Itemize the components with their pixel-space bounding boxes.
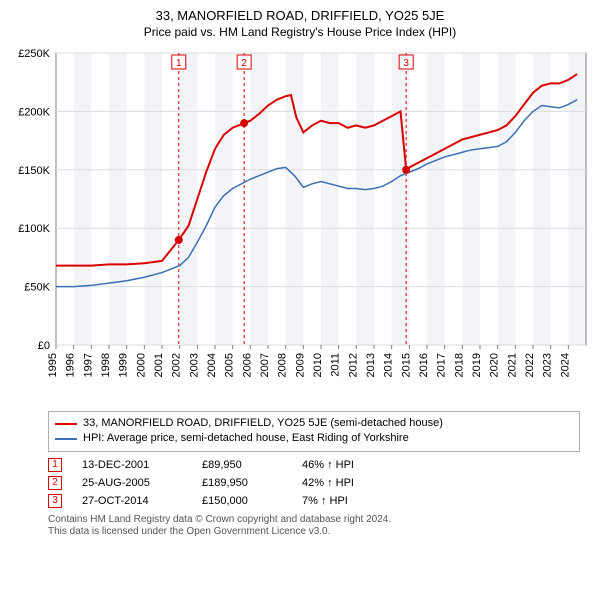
event-date: 13-DEC-2001 [82, 459, 182, 471]
footnote-line: This data is licensed under the Open Gov… [48, 526, 580, 538]
svg-text:2005: 2005 [224, 353, 236, 377]
svg-text:2009: 2009 [294, 353, 306, 377]
svg-text:£0: £0 [38, 340, 50, 352]
svg-text:1999: 1999 [118, 353, 130, 377]
svg-text:2024: 2024 [559, 353, 571, 377]
event-date: 25-AUG-2005 [82, 477, 182, 489]
svg-text:2012: 2012 [347, 353, 359, 377]
svg-text:1996: 1996 [65, 353, 77, 377]
event-delta: 42% ↑ HPI [302, 477, 382, 489]
event-row: 3 27-OCT-2014 £150,000 7% ↑ HPI [48, 492, 580, 510]
chart-svg: £0 £50K £100K £150K £200K £250K 1995 1996 1997 19… [10, 45, 590, 405]
legend-swatch [55, 423, 77, 425]
svg-text:2020: 2020 [489, 353, 501, 377]
svg-text:2022: 2022 [524, 353, 536, 377]
svg-text:£50K: £50K [24, 282, 50, 294]
svg-text:2006: 2006 [241, 353, 253, 377]
legend-label: HPI: Average price, semi-detached house,… [83, 431, 409, 446]
event-delta: 46% ↑ HPI [302, 459, 382, 471]
svg-text:2021: 2021 [506, 353, 518, 377]
event-marker: 2 [48, 476, 62, 490]
legend-row: HPI: Average price, semi-detached house,… [55, 431, 573, 446]
svg-text:2004: 2004 [206, 353, 218, 377]
footnote-line: Contains HM Land Registry data © Crown c… [48, 514, 580, 526]
legend-label: 33, MANORFIELD ROAD, DRIFFIELD, YO25 5JE… [83, 416, 443, 431]
event-row: 2 25-AUG-2005 £189,950 42% ↑ HPI [48, 474, 580, 492]
svg-text:2013: 2013 [365, 353, 377, 377]
svg-text:2023: 2023 [542, 353, 554, 377]
svg-text:2001: 2001 [153, 353, 165, 377]
legend: 33, MANORFIELD ROAD, DRIFFIELD, YO25 5JE… [48, 411, 580, 452]
chart-title: 33, MANORFIELD ROAD, DRIFFIELD, YO25 5JE [10, 8, 590, 23]
svg-text:1: 1 [176, 58, 182, 69]
svg-text:1997: 1997 [82, 353, 94, 377]
event-delta: 7% ↑ HPI [302, 495, 382, 507]
svg-text:£150K: £150K [18, 165, 50, 177]
svg-text:2018: 2018 [453, 353, 465, 377]
event-price: £150,000 [202, 495, 282, 507]
event-marker: 3 [48, 494, 62, 508]
svg-text:2000: 2000 [135, 353, 147, 377]
event-price: £189,950 [202, 477, 282, 489]
svg-text:1995: 1995 [47, 353, 59, 377]
svg-text:2008: 2008 [277, 353, 289, 377]
svg-text:2: 2 [241, 58, 247, 69]
svg-text:2014: 2014 [383, 353, 395, 377]
legend-swatch [55, 438, 77, 440]
svg-text:2017: 2017 [436, 353, 448, 377]
event-row: 1 13-DEC-2001 £89,950 46% ↑ HPI [48, 456, 580, 474]
svg-text:£100K: £100K [18, 223, 50, 235]
chart-area: £0 £50K £100K £150K £200K £250K 1995 1996 1997 19… [10, 45, 590, 405]
legend-row: 33, MANORFIELD ROAD, DRIFFIELD, YO25 5JE… [55, 416, 573, 431]
svg-text:2002: 2002 [171, 353, 183, 377]
chart-subtitle: Price paid vs. HM Land Registry's House … [10, 25, 590, 39]
event-date: 27-OCT-2014 [82, 495, 182, 507]
svg-text:£250K: £250K [18, 48, 50, 60]
event-marker: 1 [48, 458, 62, 472]
event-price: £89,950 [202, 459, 282, 471]
svg-text:2007: 2007 [259, 353, 271, 377]
events-table: 1 13-DEC-2001 £89,950 46% ↑ HPI 2 25-AUG-2005… [48, 456, 580, 510]
footnote: Contains HM Land Registry data © Crown c… [48, 514, 580, 538]
svg-text:2011: 2011 [330, 353, 342, 377]
svg-text:1998: 1998 [100, 353, 112, 377]
svg-text:3: 3 [403, 58, 409, 69]
svg-text:2010: 2010 [312, 353, 324, 377]
svg-text:£200K: £200K [18, 106, 50, 118]
svg-text:2016: 2016 [418, 353, 430, 377]
svg-text:2003: 2003 [188, 353, 200, 377]
svg-text:2019: 2019 [471, 353, 483, 377]
svg-text:2015: 2015 [400, 353, 412, 377]
